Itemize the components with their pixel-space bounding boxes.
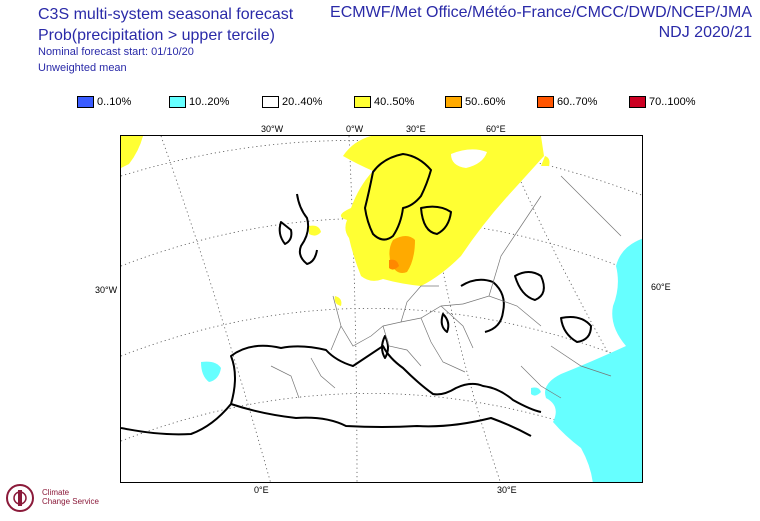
legend-swatch (537, 96, 554, 108)
coastlines (121, 153, 592, 437)
title-line1: C3S multi-system seasonal forecast (38, 6, 294, 23)
region-10-20 (201, 238, 642, 482)
legend-swatch (169, 96, 186, 108)
forecast-start: Nominal forecast start: 01/10/20 (38, 46, 194, 58)
weighting-label: Unweighted mean (38, 62, 127, 74)
legend-label: 10..20% (189, 96, 230, 108)
lon-label-bottom: 30°E (497, 485, 517, 495)
title-line2: Prob(precipitation > upper tercile) (38, 27, 276, 44)
legend-swatch (629, 96, 646, 108)
lat-label-right: 60°E (651, 282, 671, 292)
legend-label: 40..50% (374, 96, 415, 108)
forecast-map (120, 135, 643, 483)
legend-label: 50..60% (465, 96, 506, 108)
logo-bar (18, 490, 22, 506)
copernicus-logo (6, 484, 34, 512)
forecast-period: NDJ 2020/21 (658, 24, 752, 41)
lat-label-left: 30°W (95, 285, 118, 295)
logo-ring (6, 484, 34, 512)
legend-swatch (354, 96, 371, 108)
country-borders (270, 175, 622, 399)
lon-label-top: 60°E (486, 124, 506, 134)
map-canvas (121, 136, 642, 482)
logo-text-line1: Climate (42, 488, 70, 497)
logo-text-line2: Change Service (42, 497, 99, 506)
legend-label: 0..10% (97, 96, 132, 108)
lon-label-bottom: 0°E (254, 485, 269, 495)
data-sources: ECMWF/Met Office/Météo-France/CMCC/DWD/N… (330, 4, 752, 21)
legend-swatch (445, 96, 462, 108)
legend-label: 70..100% (649, 96, 696, 108)
lon-label-top: 30°E (406, 124, 426, 134)
legend-label: 60..70% (557, 96, 598, 108)
lon-label-top: 0°W (346, 124, 364, 134)
legend-swatch (77, 96, 94, 108)
legend-label: 20..40% (282, 96, 323, 108)
legend-swatch (262, 96, 279, 108)
lon-label-top: 30°W (261, 124, 284, 134)
region-50-60 (389, 236, 415, 273)
